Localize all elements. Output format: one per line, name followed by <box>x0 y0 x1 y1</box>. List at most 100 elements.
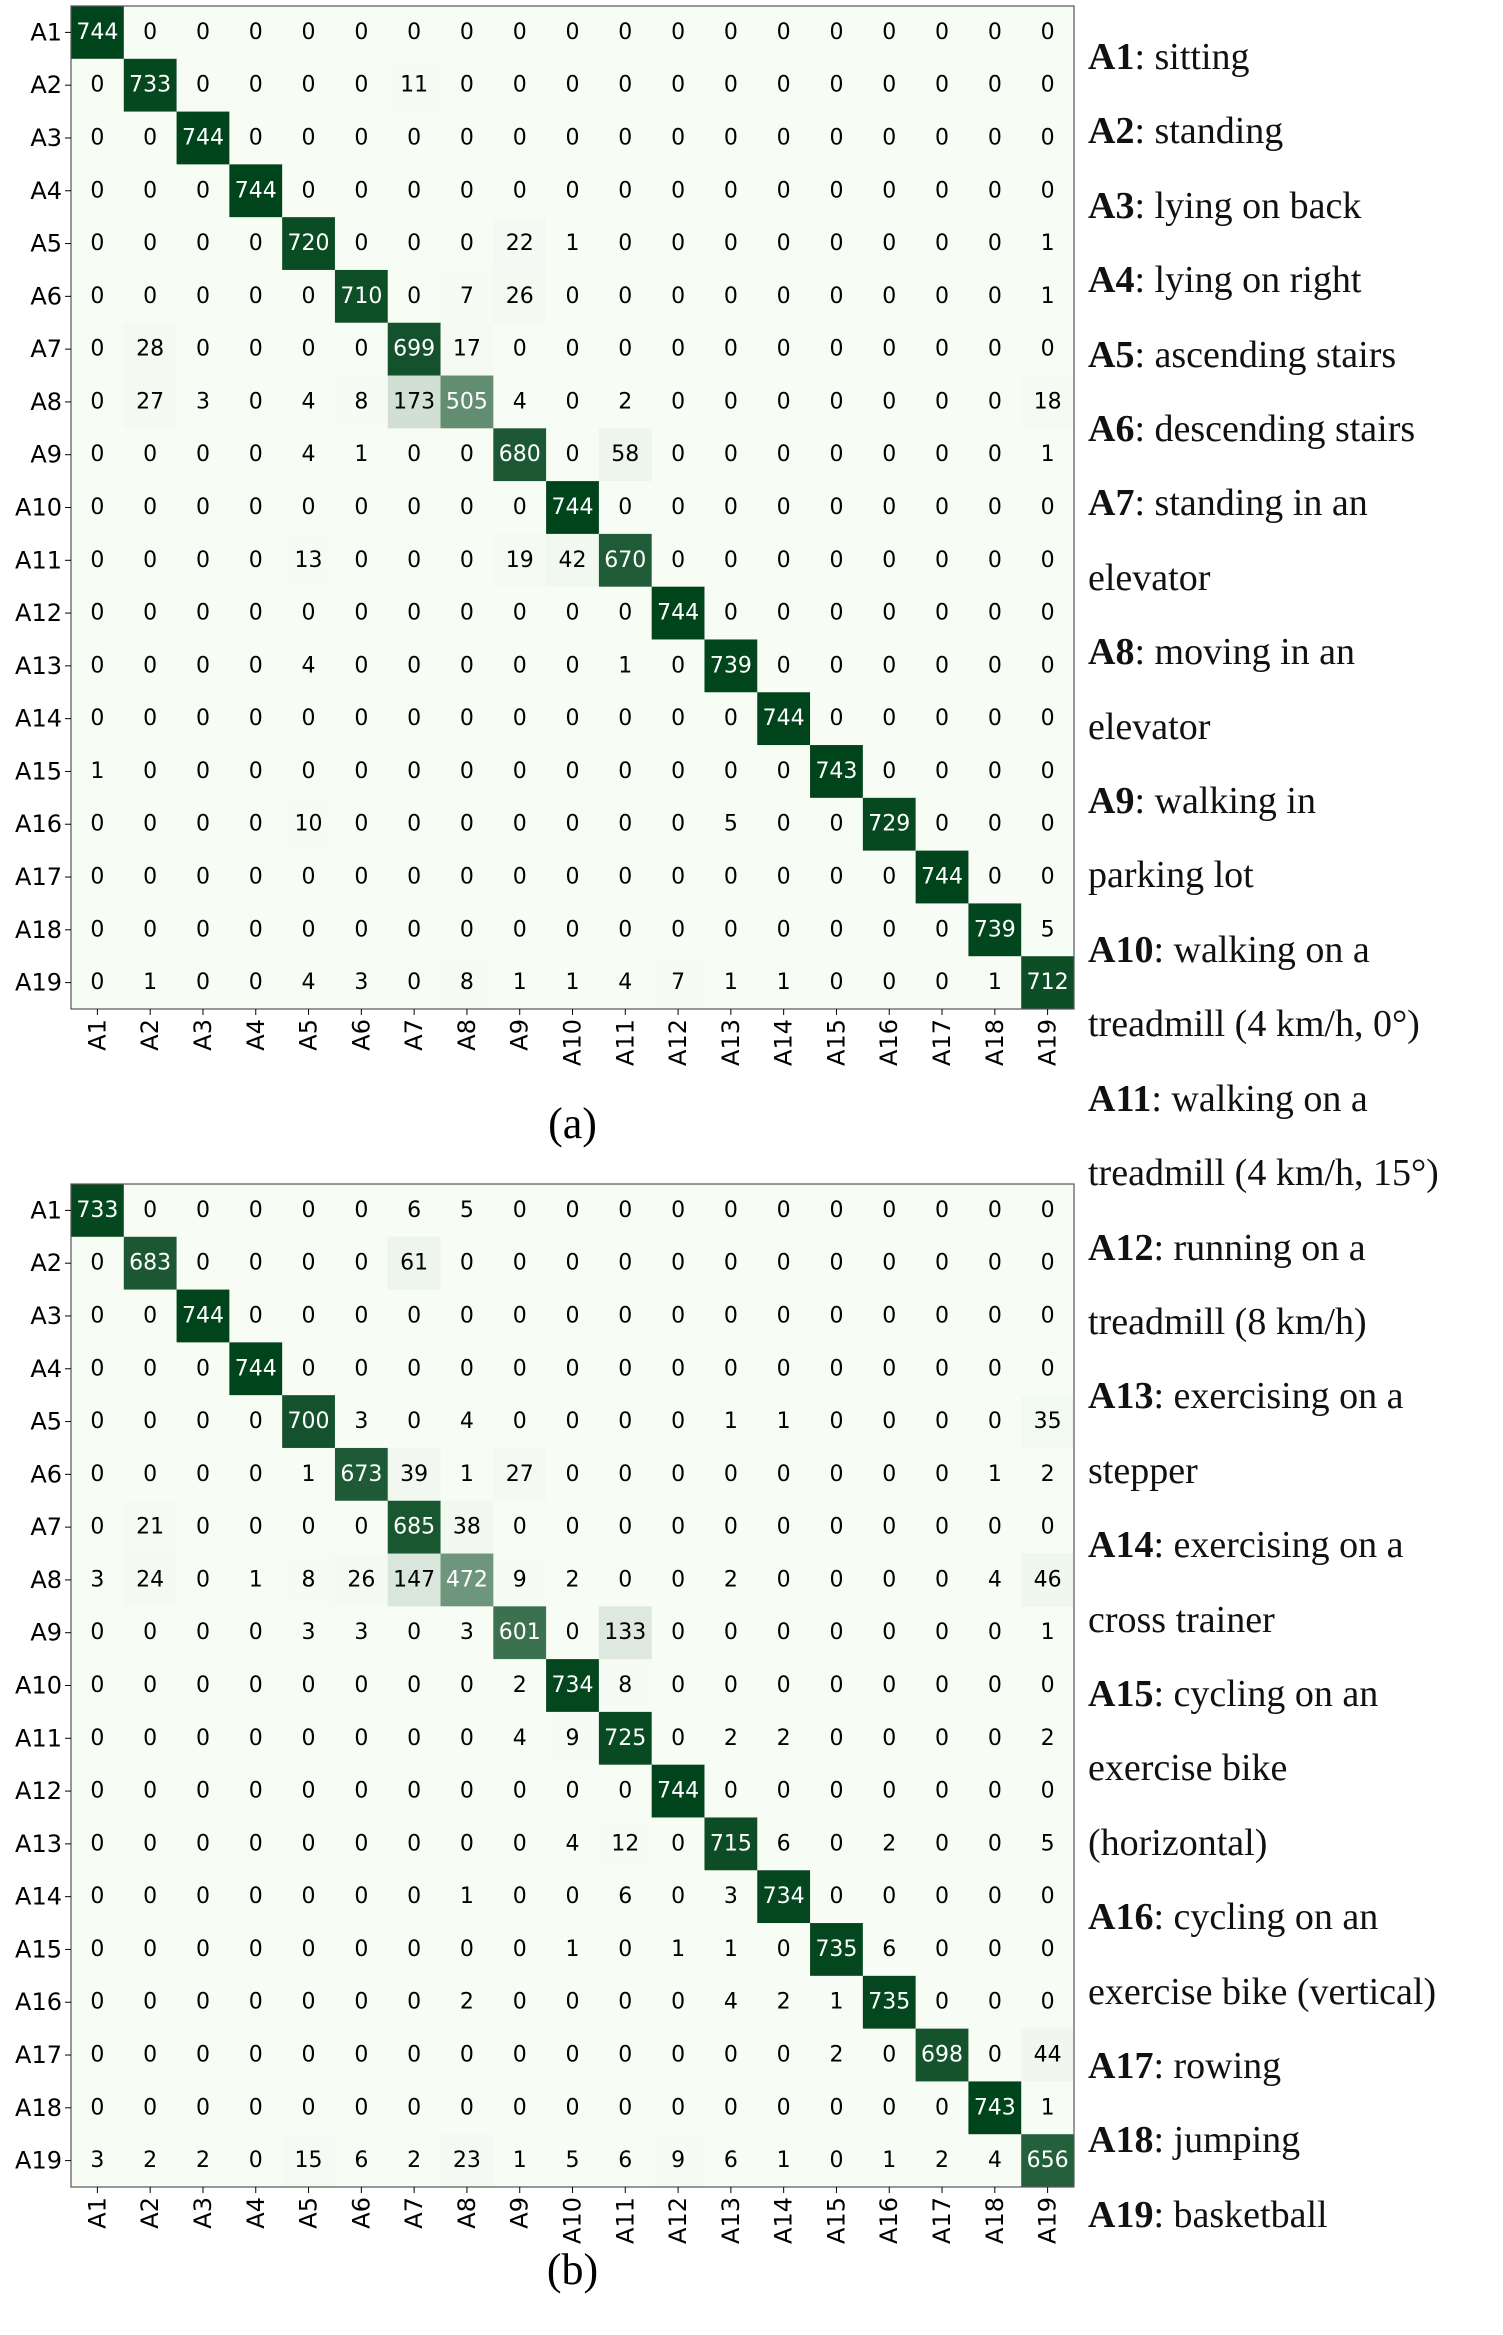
cell-value: 1 <box>566 970 580 995</box>
cell-value: 0 <box>935 917 949 942</box>
cell-value: 0 <box>829 2095 843 2120</box>
heatmap-cell <box>810 164 864 218</box>
heatmap-cell <box>546 1184 600 1238</box>
heatmap-cell <box>229 1184 283 1238</box>
cell-value: 0 <box>777 389 791 414</box>
legend-item: A4: lying on right <box>1088 243 1498 317</box>
cell-value: 0 <box>566 865 580 890</box>
heatmap-cell <box>862 1659 917 1713</box>
heatmap-cell <box>334 1659 389 1713</box>
x-tick-label: A3 <box>189 1019 217 1051</box>
heatmap-cell <box>915 1711 969 1766</box>
heatmap-cell <box>757 1184 811 1238</box>
heatmap-cell <box>176 1975 230 2030</box>
legend-item: A15: cycling on an <box>1088 1657 1498 1731</box>
heatmap-cell <box>546 1553 600 1607</box>
cell-value: 0 <box>882 337 896 362</box>
legend-item: parking lot <box>1088 838 1498 912</box>
heatmap-cell <box>546 1606 600 1660</box>
cell-value: 0 <box>143 1409 157 1434</box>
y-tick-label: A3 <box>30 1302 62 1330</box>
cell-value: 0 <box>882 601 896 626</box>
cell-value: 0 <box>143 231 157 256</box>
heatmap-cell <box>176 1236 230 1291</box>
heatmap-cell <box>598 164 653 218</box>
heatmap-cell <box>915 269 969 324</box>
legend-code: A8 <box>1088 631 1135 674</box>
cell-value: 0 <box>249 1831 263 1856</box>
heatmap-cell <box>598 2081 653 2135</box>
heatmap-cell <box>334 2028 389 2082</box>
cell-value: 0 <box>829 178 843 203</box>
cell-value: 1 <box>90 759 104 784</box>
heatmap-cell <box>229 533 283 588</box>
cell-value: 0 <box>460 495 474 520</box>
y-tick-label: A2 <box>30 71 62 99</box>
heatmap-cell <box>968 1184 1022 1238</box>
heatmap-cell <box>282 1342 336 1396</box>
cell-value: 0 <box>513 20 527 45</box>
heatmap-cell <box>704 322 758 377</box>
cell-value: 0 <box>407 284 421 309</box>
heatmap-cell <box>493 1447 547 1502</box>
cell-value: 744 <box>76 20 118 45</box>
heatmap-cell <box>71 1236 125 1291</box>
heatmap-cell <box>440 586 494 640</box>
cell-value: 0 <box>196 337 210 362</box>
heatmap-cell <box>757 797 811 852</box>
cell-value: 0 <box>513 1990 527 2015</box>
cell-value: 0 <box>566 442 580 467</box>
heatmap-cell <box>334 481 389 535</box>
heatmap-cell <box>757 164 811 218</box>
x-tick-label: A7 <box>400 1019 428 1051</box>
cell-value: 0 <box>249 917 263 942</box>
heatmap-cell <box>493 217 547 271</box>
heatmap-cell <box>810 1184 864 1238</box>
legend-item: A5: ascending stairs <box>1088 318 1498 392</box>
legend-item: A13: exercising on a <box>1088 1359 1498 1433</box>
cell-value: 0 <box>513 759 527 784</box>
legend-code: A15 <box>1088 1672 1154 1715</box>
heatmap-cell <box>651 1923 705 1977</box>
heatmap-cell <box>757 533 811 588</box>
cell-value: 4 <box>302 389 316 414</box>
heatmap-cell <box>546 586 600 640</box>
heatmap-cell <box>282 6 336 60</box>
cell-value: 739 <box>974 917 1016 942</box>
heatmap-cell <box>282 533 336 588</box>
cell-value: 4 <box>513 1726 527 1751</box>
cell-value: 0 <box>407 1884 421 1909</box>
cell-value: 0 <box>354 917 368 942</box>
legend-description: (horizontal) <box>1088 1821 1268 1864</box>
heatmap-cell <box>704 1975 758 2030</box>
cell-value: 0 <box>354 1251 368 1276</box>
heatmap-cell <box>387 1500 442 1555</box>
heatmap-cell <box>387 956 442 1010</box>
cell-value: 0 <box>882 389 896 414</box>
heatmap-cell <box>282 1289 336 1343</box>
heatmap-cell <box>915 428 969 482</box>
cell-value: 0 <box>935 812 949 837</box>
cell-value: 0 <box>249 1251 263 1276</box>
cell-value: 0 <box>671 284 685 309</box>
heatmap-cell <box>810 1500 864 1555</box>
cell-value: 0 <box>513 1884 527 1909</box>
cell-value: 0 <box>724 442 738 467</box>
legend-description: treadmill (4 km/h, 15°) <box>1088 1152 1439 1195</box>
cell-value: 0 <box>566 125 580 150</box>
cell-value: 0 <box>829 1884 843 1909</box>
cell-value: 0 <box>618 1251 632 1276</box>
cell-value: 0 <box>618 1515 632 1540</box>
heatmap-cell <box>387 164 442 218</box>
heatmap-cell <box>810 639 864 693</box>
cell-value: 743 <box>815 759 857 784</box>
cell-value: 0 <box>988 1884 1002 1909</box>
heatmap-cell <box>810 1553 864 1607</box>
cell-value: 0 <box>882 1356 896 1381</box>
cell-value: 0 <box>249 1515 263 1540</box>
cell-value: 0 <box>249 970 263 995</box>
y-tick-label: A8 <box>30 1566 62 1594</box>
cell-value: 734 <box>552 1673 594 1698</box>
heatmap-cell <box>598 797 653 852</box>
cell-value: 0 <box>988 1515 1002 1540</box>
